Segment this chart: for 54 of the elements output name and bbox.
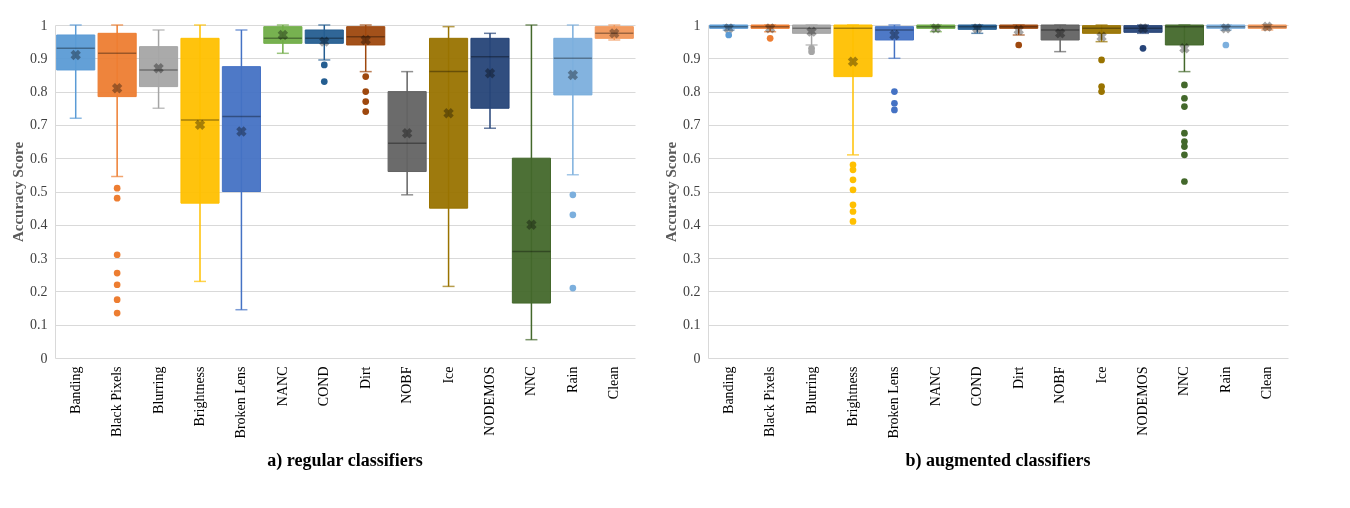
y-tick-label: 0.4: [683, 217, 701, 233]
y-tick-label: 1: [693, 17, 701, 33]
x-tick-label: Broken Lens: [886, 366, 902, 439]
text: a) regular classifiers: [267, 449, 423, 471]
x-tick-label: NODEMOS: [482, 366, 497, 436]
x-tick-label: NOBF: [399, 366, 415, 404]
y-tick-label: 0.8: [30, 84, 48, 100]
x-tick-label: Blurring: [150, 366, 166, 414]
y-tick-label: 0.1: [683, 317, 701, 333]
x-tick-label: Dirt: [357, 366, 373, 390]
y-tick-label: 0.7: [30, 117, 48, 133]
y-tick-label: 0.2: [30, 283, 48, 299]
y-tick-label: 0: [693, 350, 701, 366]
text: b) augmented classifiers: [905, 449, 1091, 471]
y-tick-label: 0.3: [683, 250, 701, 266]
x-tick-label: COND: [316, 366, 332, 407]
x-tick-label: NNC: [523, 366, 539, 397]
y-tick-label: 0.7: [683, 117, 701, 133]
y-tick-label: 0.2: [683, 283, 701, 299]
x-tick-label: Rain: [564, 366, 580, 393]
y-tick-label: 0.5: [30, 184, 48, 199]
y-tick-label: 0.6: [30, 150, 48, 166]
x-tick-label: Clean: [1259, 366, 1275, 400]
x-tick-label: NOBF: [1052, 366, 1068, 404]
y-tick-label: 0.5: [683, 184, 701, 199]
y-tick-label: 0.4: [30, 217, 48, 233]
y-tick-label: 0.9: [30, 50, 48, 66]
x-tick-label: Ice: [1093, 366, 1109, 384]
x-tick-label: Banding: [720, 366, 736, 414]
x-tick-label: Brightness: [192, 366, 207, 427]
x-tick-label: Dirt: [1010, 366, 1026, 390]
y-axis-title: Accuracy Score: [663, 141, 679, 243]
x-tick-label: Black Pixels: [109, 366, 125, 437]
x-tick-label: Banding: [67, 366, 83, 414]
x-tick-label: COND: [969, 366, 985, 407]
x-tick-label: Brightness: [845, 366, 860, 427]
y-tick-label: 1: [40, 17, 48, 33]
x-tick-label: NODEMOS: [1135, 366, 1150, 436]
y-tick-label: 0.8: [683, 84, 701, 100]
y-tick-label: 0.1: [30, 317, 48, 333]
y-tick-label: 0.3: [30, 250, 48, 266]
x-tick-label: NNC: [1176, 366, 1192, 397]
x-tick-label: Blurring: [803, 366, 819, 414]
x-tick-label: Black Pixels: [762, 366, 778, 437]
x-tick-label: Ice: [440, 366, 456, 384]
y-tick-label: 0.6: [683, 150, 701, 166]
x-tick-label: Clean: [606, 366, 622, 400]
y-tick-label: 0.9: [683, 50, 701, 66]
x-tick-label: Broken Lens: [233, 366, 249, 439]
y-tick-label: 0: [40, 350, 48, 366]
x-tick-label: NANC: [274, 366, 290, 407]
x-tick-label: NANC: [927, 366, 943, 407]
x-tick-label: Rain: [1217, 366, 1233, 393]
y-axis-title: Accuracy Score: [10, 141, 26, 243]
